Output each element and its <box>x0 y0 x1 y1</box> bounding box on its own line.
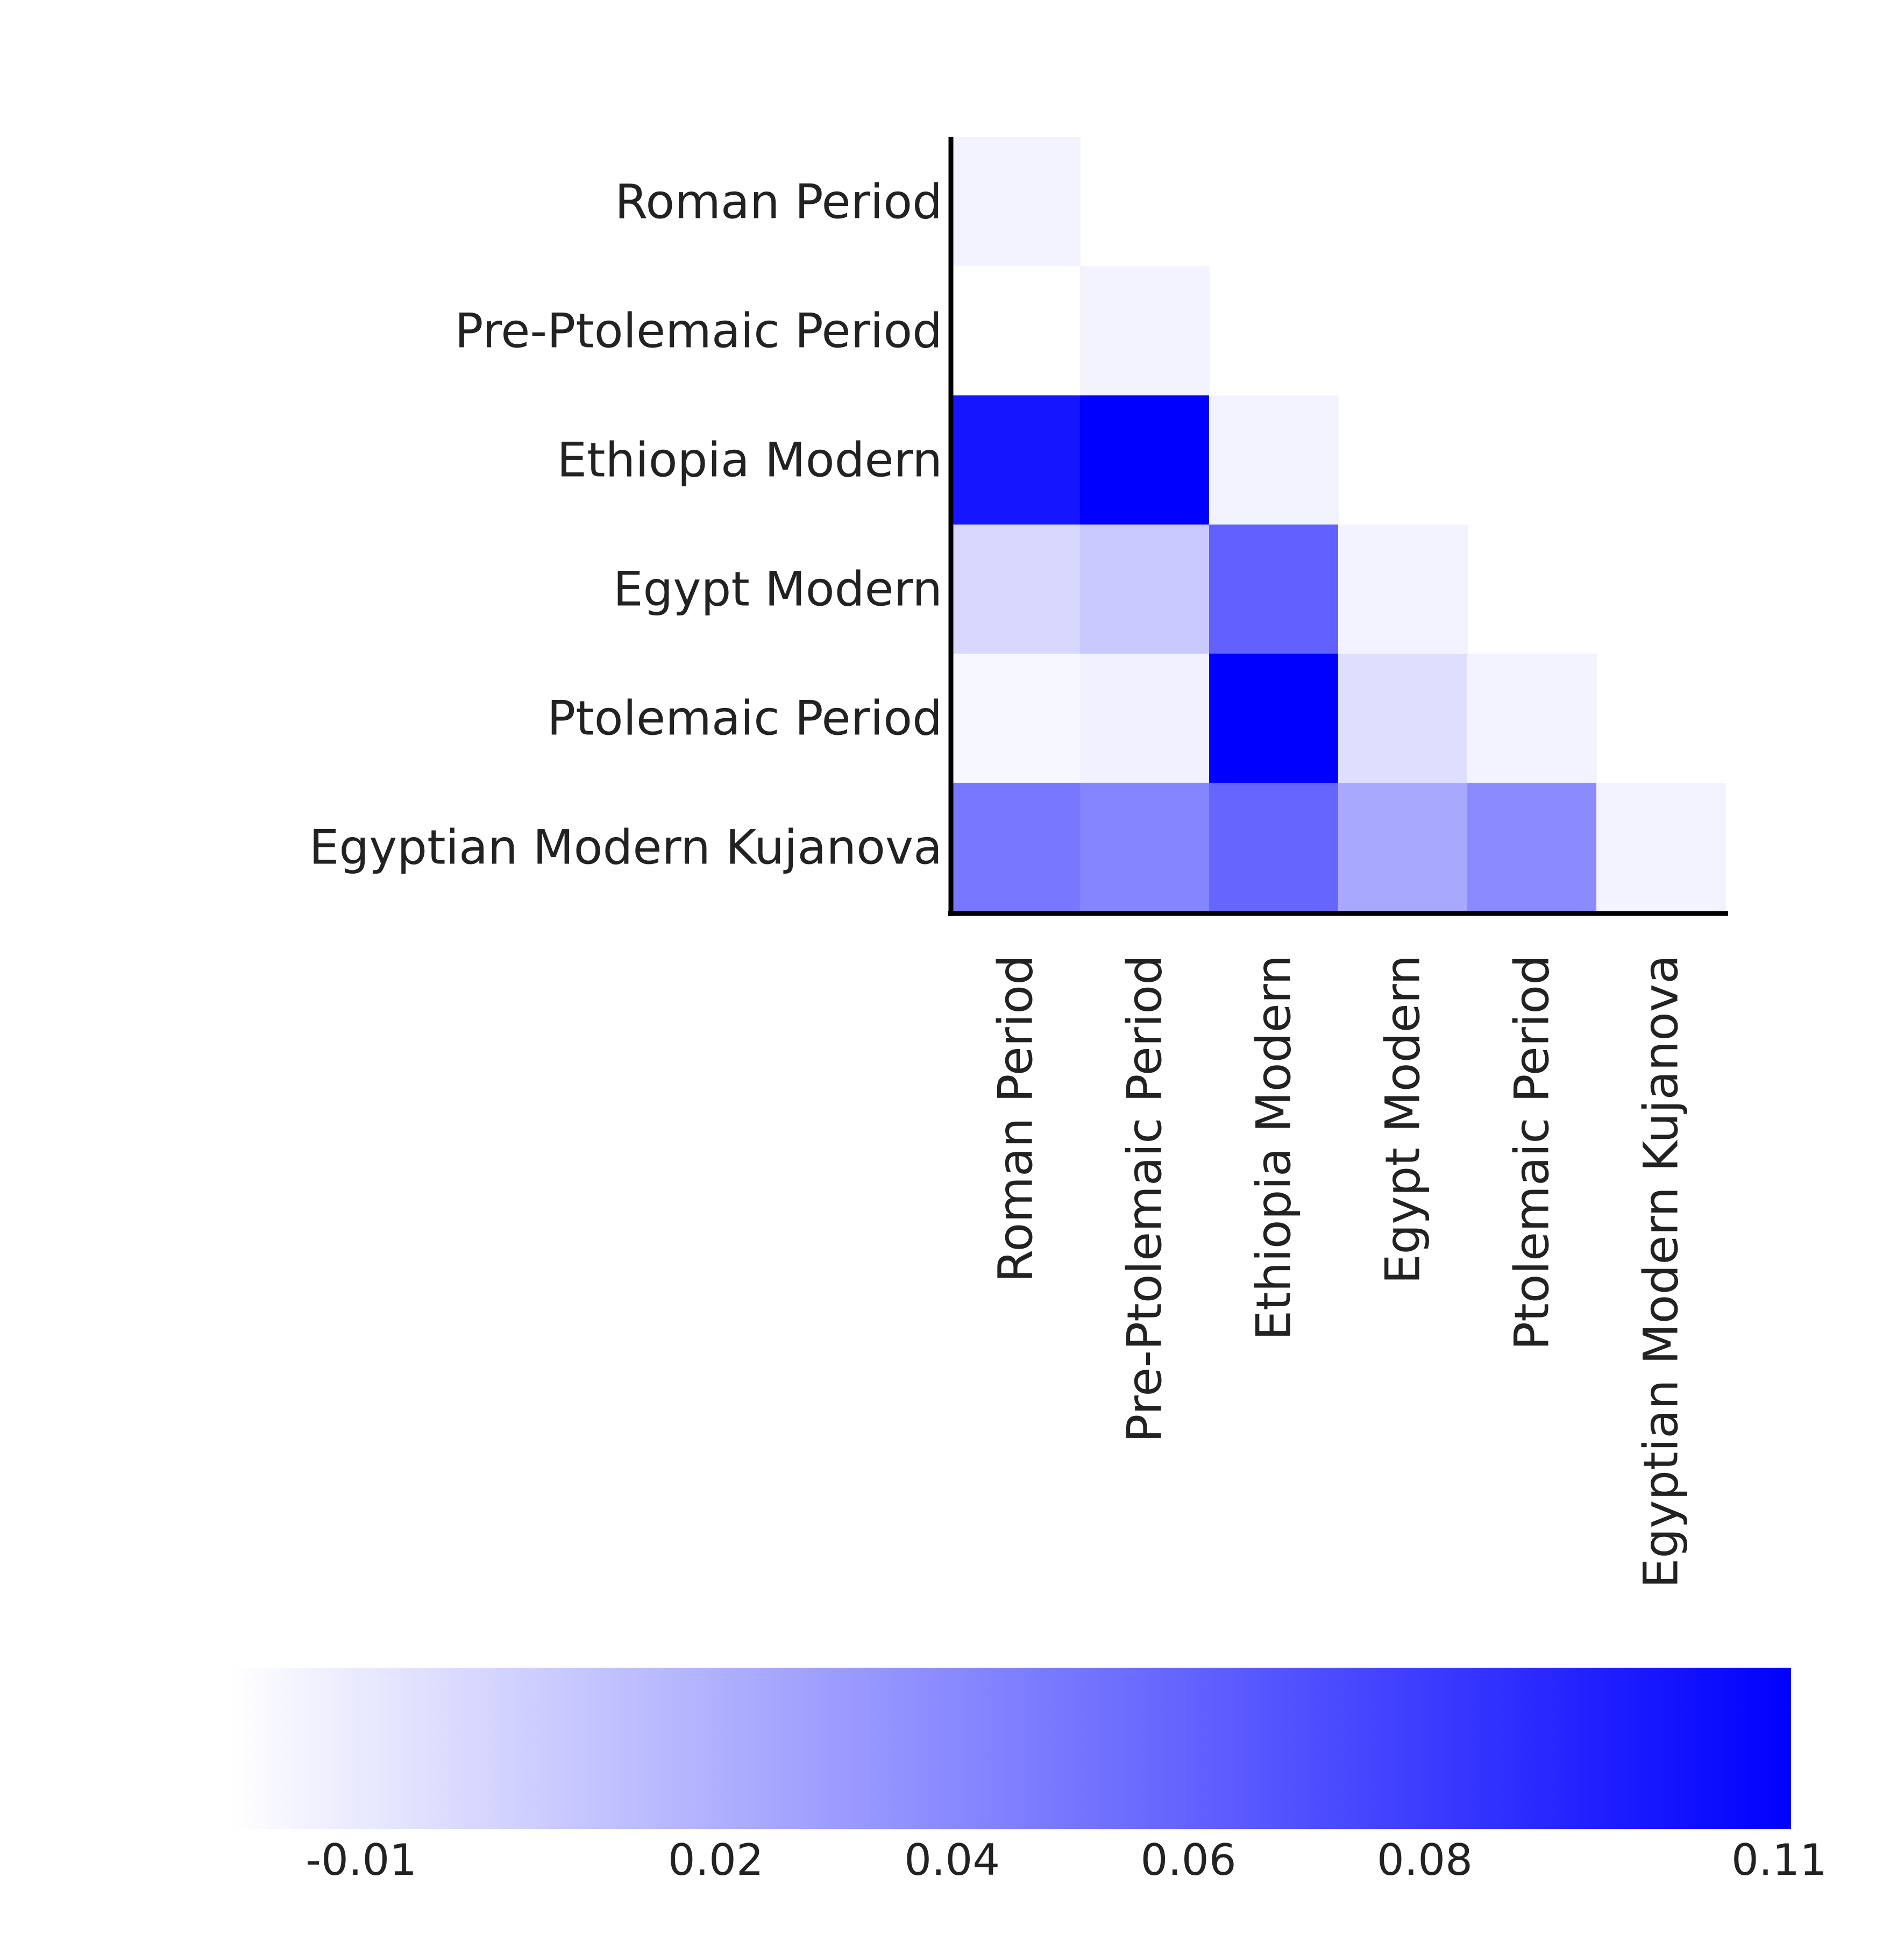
heatmap-cell-r2-c1 <box>1080 395 1210 525</box>
heatmap-cell-r4-c4 <box>1467 654 1597 783</box>
column-label: Pre-Ptolemaic Period <box>1117 955 1173 1443</box>
heatmap-cell-r1-c1 <box>1080 266 1210 396</box>
heatmap-cell-r1-c0 <box>951 266 1081 396</box>
heatmap-cell-r0-c0 <box>951 137 1081 267</box>
heatmap-cell-r4-c2 <box>1209 654 1339 783</box>
heatmap-cell-r5-c4 <box>1467 783 1597 912</box>
colorbar-tick-label: 0.06 <box>1140 1835 1236 1885</box>
heatmap-cell-r4-c1 <box>1080 654 1210 783</box>
heatmap-cell-r3-c1 <box>1080 525 1210 654</box>
row-label: Roman Period <box>615 174 942 230</box>
colorbar-tick-labels: -0.01 0.02 0.04 0.06 0.08 0.11 <box>306 1835 1827 1885</box>
heatmap-cell-r5-c3 <box>1338 783 1468 912</box>
row-label: Egypt Modern <box>613 562 942 617</box>
colorbar-tick-label: 0.02 <box>668 1835 764 1885</box>
row-label: Ethiopia Modern <box>557 433 942 488</box>
heatmap-cell-r5-c0 <box>951 783 1081 912</box>
column-label: Egypt Modern <box>1375 955 1431 1284</box>
heatmap-cell-r3-c3 <box>1338 525 1468 654</box>
heatmap-axes <box>948 137 1728 916</box>
heatmap-cell-r5-c2 <box>1209 783 1339 912</box>
heatmap-cell-r3-c2 <box>1209 525 1339 654</box>
column-label: Roman Period <box>988 955 1043 1283</box>
row-label: Egyptian Modern Kujanova <box>309 820 942 875</box>
heatmap-cell-r4-c3 <box>1338 654 1468 783</box>
heatmap-cells <box>951 137 1726 912</box>
heatmap-cell-r3-c0 <box>951 525 1081 654</box>
colorbar-tick-label: 0.08 <box>1377 1835 1473 1885</box>
heatmap-cell-r2-c0 <box>951 395 1081 525</box>
column-labels: Roman Period Pre-Ptolemaic Period Ethiopia… <box>988 955 1689 1588</box>
colorbar <box>231 1668 1791 1829</box>
heatmap-cell-r5-c5 <box>1596 783 1726 912</box>
colorbar-tick-label: -0.01 <box>306 1835 417 1885</box>
column-label: Ptolemaic Period <box>1504 955 1560 1350</box>
column-label: Ethiopia Modern <box>1246 955 1302 1341</box>
colorbar-tick-label: 0.04 <box>904 1835 1000 1885</box>
colorbar-tick-label: 0.11 <box>1731 1835 1827 1885</box>
row-label: Pre-Ptolemaic Period <box>454 303 942 359</box>
column-label: Egyptian Modern Kujanova <box>1633 955 1689 1588</box>
row-label: Ptolemaic Period <box>547 691 942 746</box>
heatmap-cell-r5-c1 <box>1080 783 1210 912</box>
row-labels: Roman Period Pre-Ptolemaic Period Ethiopia… <box>309 174 942 875</box>
heatmap-cell-r4-c0 <box>951 654 1081 783</box>
heatmap-cell-r2-c2 <box>1209 395 1339 525</box>
